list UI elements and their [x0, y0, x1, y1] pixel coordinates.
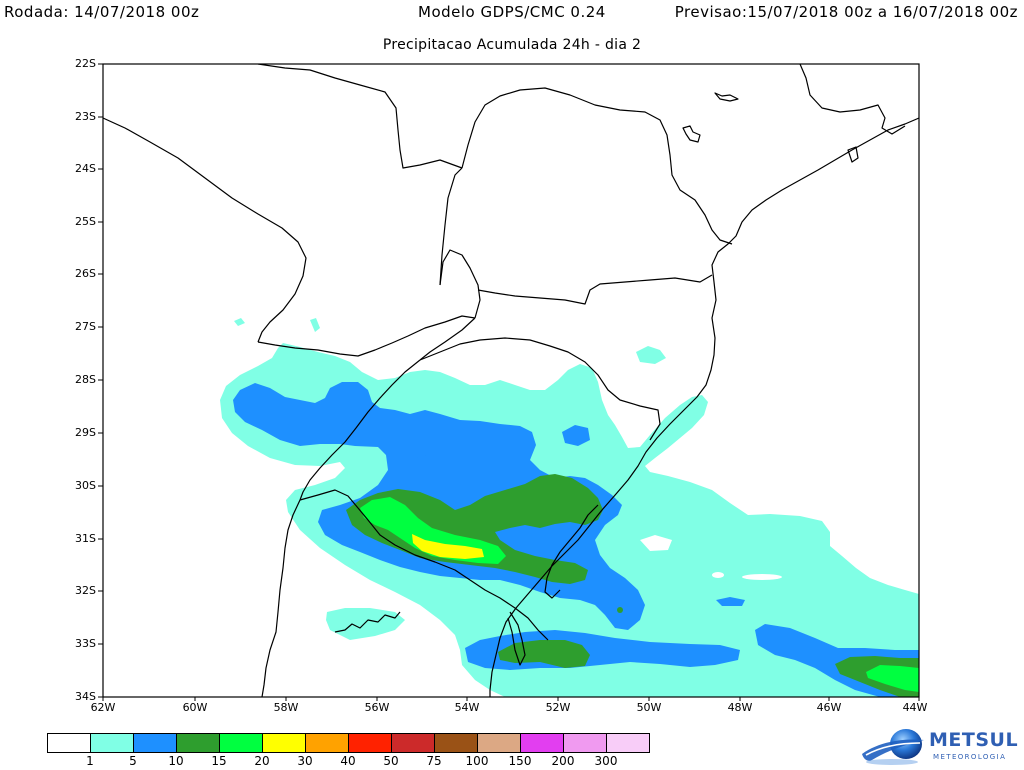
color-legend-bar [47, 733, 650, 753]
lat-label: 25S [75, 215, 96, 228]
lagoa-mirim-shore [507, 611, 526, 666]
lat-label: 31S [75, 532, 96, 545]
lat-label: 27S [75, 320, 96, 333]
precip-area-1-5mm-small-b [310, 318, 320, 332]
border-argentina-paraguay [257, 315, 476, 357]
precip-area-1-5mm-small-a [234, 318, 245, 326]
lat-label: 33S [75, 637, 96, 650]
reservoir-outline-a [714, 92, 739, 102]
border-state-pr-sc [477, 274, 713, 305]
lon-label: 52W [545, 701, 571, 714]
precip-area-5-10mm-small-b [415, 455, 440, 466]
border-state-southeast [799, 64, 906, 135]
border-bolivia-paraguay [103, 117, 307, 343]
legend-label: 300 [594, 754, 618, 768]
legend-swatch-150-200 [521, 734, 564, 752]
legend-label: 75 [426, 754, 442, 768]
border-paraguay-brazil-east [439, 167, 463, 286]
lon-label: 60W [182, 701, 208, 714]
legend-label: 50 [383, 754, 399, 768]
border-argentina-uruguay [261, 499, 301, 697]
border-state-ms-sp-pr [461, 87, 733, 245]
precip-area-10-15mm-dot [617, 607, 623, 613]
forecast-period-label: Previsao:15/07/2018 00z a 16/07/2018 00z [674, 3, 1018, 21]
legend-label: 40 [340, 754, 356, 768]
latitude-ticks [98, 63, 103, 698]
map-subtitle: Precipitacao Acumulada 24h - dia 2 [382, 37, 642, 53]
legend-label: 10 [168, 754, 184, 768]
precip-area-10-15mm-south [498, 640, 590, 668]
precip-area-1-5mm-plata [326, 608, 405, 640]
lat-label: 29S [75, 426, 96, 439]
precip-area-1-5mm-coast [636, 346, 666, 364]
lat-label: 24S [75, 162, 96, 175]
precip-area-10-15mm [346, 474, 603, 584]
lon-label: 56W [364, 701, 390, 714]
lon-label: 50W [636, 701, 662, 714]
legend-swatch-20-30 [263, 734, 306, 752]
lat-label: 23S [75, 110, 96, 123]
dry-gap-b [712, 572, 724, 578]
precipitation-fields [220, 318, 919, 697]
dry-gap-a [640, 535, 672, 551]
legend-swatch-below-1 [48, 734, 91, 752]
lon-label: 48W [727, 701, 753, 714]
border-state-sc-rs [419, 337, 661, 441]
reservoir-outline-c [847, 146, 859, 163]
lon-label: 58W [273, 701, 299, 714]
lat-label: 32S [75, 584, 96, 597]
lat-label: 26S [75, 267, 96, 280]
border-argentina-brazil [299, 359, 421, 501]
logo-name: METSUL [929, 729, 1019, 751]
precip-area-15-20mm-southeast [866, 665, 919, 692]
legend-swatch-75-100 [435, 734, 478, 752]
reservoir-outline-b [682, 125, 701, 143]
legend-label: 1 [86, 754, 94, 768]
logo-tagline: METEOROLOGIA [933, 753, 1007, 761]
legend-label: 100 [465, 754, 489, 768]
lat-label: 34S [75, 690, 96, 703]
lon-label: 46W [816, 701, 842, 714]
precip-area-5-10mm-small-a [562, 425, 590, 446]
legend-swatch-10-15 [177, 734, 220, 752]
lon-label: 54W [454, 701, 480, 714]
political-borders [103, 64, 919, 697]
border-paraguay-brazil-north [257, 64, 463, 169]
legend-swatch-1-5 [91, 734, 134, 752]
border-uruguay-brazil [299, 489, 549, 641]
lat-label: 28S [75, 373, 96, 386]
lat-label: 22S [75, 57, 96, 70]
legend-label: 150 [508, 754, 532, 768]
legend-swatch-100-150 [478, 734, 521, 752]
precip-area-5-10mm-small-c [716, 597, 745, 606]
lagoa-dos-patos-shore [544, 504, 599, 599]
lon-label: 44W [902, 701, 928, 714]
lon-label: 62W [90, 701, 116, 714]
coastline-plata [334, 611, 401, 633]
legend-swatch-15-20 [220, 734, 263, 752]
legend-label: 15 [211, 754, 227, 768]
legend-label: 5 [129, 754, 137, 768]
coastline-brazil [489, 117, 919, 697]
longitude-ticks [102, 697, 920, 701]
border-argentina-brazil-north [419, 317, 476, 361]
legend-swatch-above-300 [607, 734, 649, 752]
legend-swatch-50-75 [392, 734, 435, 752]
lat-label: 30S [75, 479, 96, 492]
border-paraguay-brazil-south [439, 249, 481, 319]
legend-swatch-5-10 [134, 734, 177, 752]
legend-label: 200 [551, 754, 575, 768]
legend-label: 30 [297, 754, 313, 768]
dry-gap-c [742, 574, 782, 580]
precip-area-20-30mm [412, 534, 484, 559]
legend-label: 20 [254, 754, 270, 768]
legend-swatch-40-50 [349, 734, 392, 752]
model-label: Modelo GDPS/CMC 0.24 [418, 3, 606, 21]
metsul-globe-icon [862, 729, 924, 765]
legend-swatch-200-300 [564, 734, 607, 752]
run-date-label: Rodada: 14/07/2018 00z [4, 3, 200, 21]
legend-swatch-30-40 [306, 734, 349, 752]
